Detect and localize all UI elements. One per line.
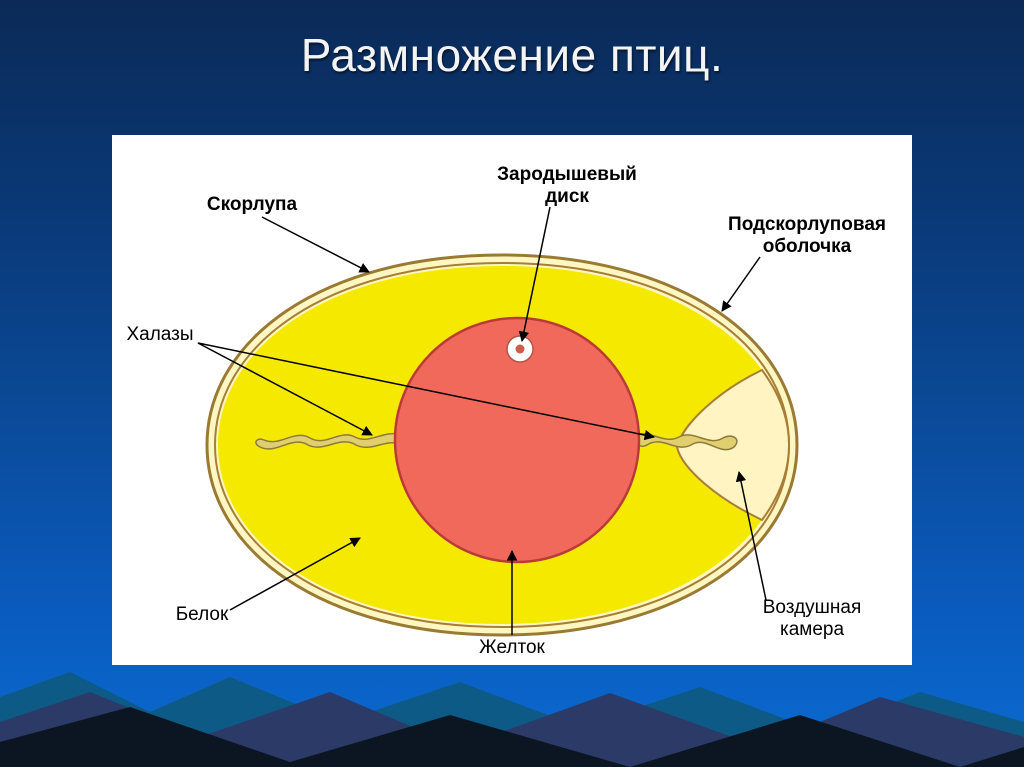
egg-diagram: Скорлупа Зародышевый диск Подскорлуповая… [112,135,912,665]
label-germ-1: Зародышевый [497,164,637,185]
label-membrane-1: Подскорлуповая [728,214,886,235]
label-germ-2: диск [545,186,589,207]
label-chalazae: Халазы [126,324,193,345]
label-shell: Скорлупа [207,194,298,215]
label-yolk: Желток [479,637,545,658]
germinal-disc [507,336,533,362]
label-albumen: Белок [176,604,229,625]
slide: Размножение птиц. [0,0,1024,767]
slide-title: Размножение птиц. [0,28,1024,82]
label-aircell-2: камера [780,619,844,640]
label-membrane-2: оболочка [763,236,852,257]
label-aircell-1: Воздушная [763,597,862,618]
